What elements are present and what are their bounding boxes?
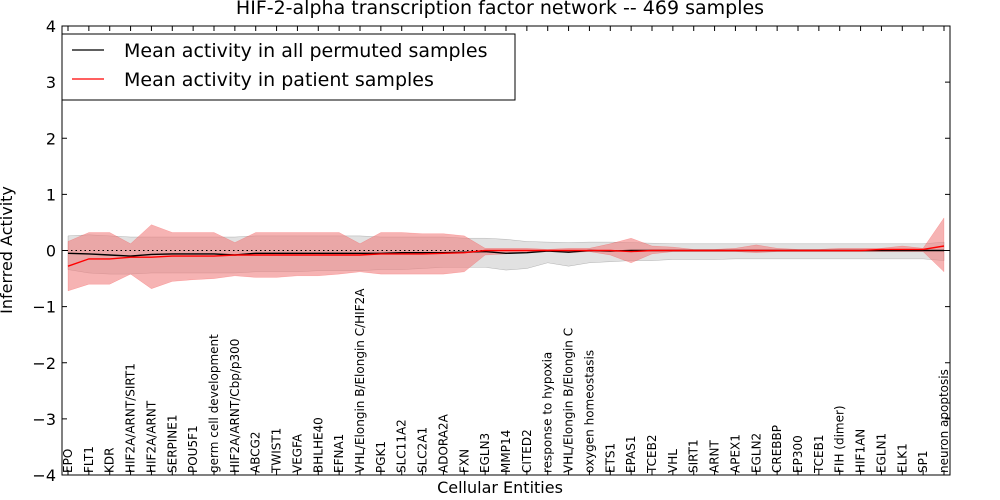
mean-lines xyxy=(62,245,950,267)
mean-line-series-1 xyxy=(67,245,945,267)
x-category-label: EPAS1 xyxy=(624,435,638,473)
x-category-label: SLC11A2 xyxy=(395,419,409,473)
x-category-label: ELK1 xyxy=(895,443,909,473)
y-tick-label: −3 xyxy=(32,410,56,429)
y-tick-label: −4 xyxy=(32,466,56,485)
x-category-label: ETS1 xyxy=(603,443,617,473)
x-category-label: ARNT xyxy=(708,439,722,473)
x-category-label: EGLN3 xyxy=(478,433,492,473)
x-category-label: TCEB1 xyxy=(812,435,826,474)
legend-label-patient: Mean activity in patient samples xyxy=(124,69,434,91)
x-category-label: POU5F1 xyxy=(186,425,200,473)
plot-frame xyxy=(61,25,951,476)
x-category-label: oxygen homeostasis xyxy=(582,350,596,473)
x-axis-title: Cellular Entities xyxy=(437,478,563,497)
y-tick-label: −1 xyxy=(32,298,56,317)
x-category-label: response to hypoxia xyxy=(541,352,555,473)
x-category-label: TCEB2 xyxy=(645,435,659,474)
x-category-label: EGLN1 xyxy=(874,433,888,473)
x-category-label: APEX1 xyxy=(728,434,742,473)
x-category-label: FLT1 xyxy=(82,446,96,473)
x-category-label: CREBBP xyxy=(770,425,784,473)
x-category-label: FXN xyxy=(457,449,471,473)
x-category-label: EFNA1 xyxy=(332,434,346,473)
y-axis: 4 3 2 1 0 −1 −2 −3 −4 xyxy=(32,17,950,485)
x-category-label: SLC2A1 xyxy=(416,427,430,473)
y-tick-label: 2 xyxy=(46,129,56,148)
x-category-label: neuron apoptosis xyxy=(937,369,951,473)
y-tick-label: 1 xyxy=(46,185,56,204)
x-category-label: VHL xyxy=(666,449,680,473)
x-category-label: VHL/Elongin B/Elongin C/HIF2A xyxy=(353,288,367,473)
x-category-label: germ cell development xyxy=(207,334,221,473)
x-category-label: PGK1 xyxy=(374,441,388,473)
y-tick-label: 4 xyxy=(46,17,56,36)
x-category-label: ABCG2 xyxy=(249,431,263,473)
x-category-label: ADORA2A xyxy=(436,413,450,473)
x-category-label: SERPINE1 xyxy=(165,414,179,473)
band-series-1 xyxy=(67,217,945,292)
x-category-label: SP1 xyxy=(916,451,930,474)
x-category-label: EPO xyxy=(61,449,75,473)
x-category-label: FIH (dimer) xyxy=(833,405,847,473)
x-category-label: MMP14 xyxy=(499,430,513,473)
legend: Mean activity in all permuted samples Me… xyxy=(61,33,516,101)
x-category-label: HIF2A/ARNT/SIRT1 xyxy=(124,363,138,473)
x-category-label: SIRT1 xyxy=(687,439,701,473)
chart-title: HIF-2-alpha transcription factor network… xyxy=(236,0,764,19)
x-category-label: HIF2A/ARNT xyxy=(144,400,158,473)
x-category-label: VEGFA xyxy=(290,433,304,473)
x-category-label: EP300 xyxy=(791,435,805,473)
x-category-label: CITED2 xyxy=(520,429,534,473)
legend-box xyxy=(61,33,516,101)
y-tick-label: 3 xyxy=(46,73,56,92)
x-axis: EPO FLT1 KDR HIF2A/ARNT/SIRT1 HIF2A/ARNT SERP… xyxy=(61,26,951,475)
y-tick-label: 0 xyxy=(46,242,56,261)
x-category-label: HIF2A/ARNT/Cbp/p300 xyxy=(228,339,242,473)
x-category-label: KDR xyxy=(103,448,117,473)
x-category-label: EGLN2 xyxy=(749,433,763,473)
x-category-label: TWIST1 xyxy=(270,428,284,474)
x-category-label: BHLHE40 xyxy=(311,417,325,473)
y-tick-label: −2 xyxy=(32,354,56,373)
y-axis-title: Inferred Activity xyxy=(0,186,16,314)
confidence-bands xyxy=(67,217,945,292)
x-category-label: HIF1AN xyxy=(854,429,868,473)
legend-label-permuted: Mean activity in all permuted samples xyxy=(124,40,487,62)
x-category-label: VHL/Elongin B/Elongin C xyxy=(562,328,576,473)
